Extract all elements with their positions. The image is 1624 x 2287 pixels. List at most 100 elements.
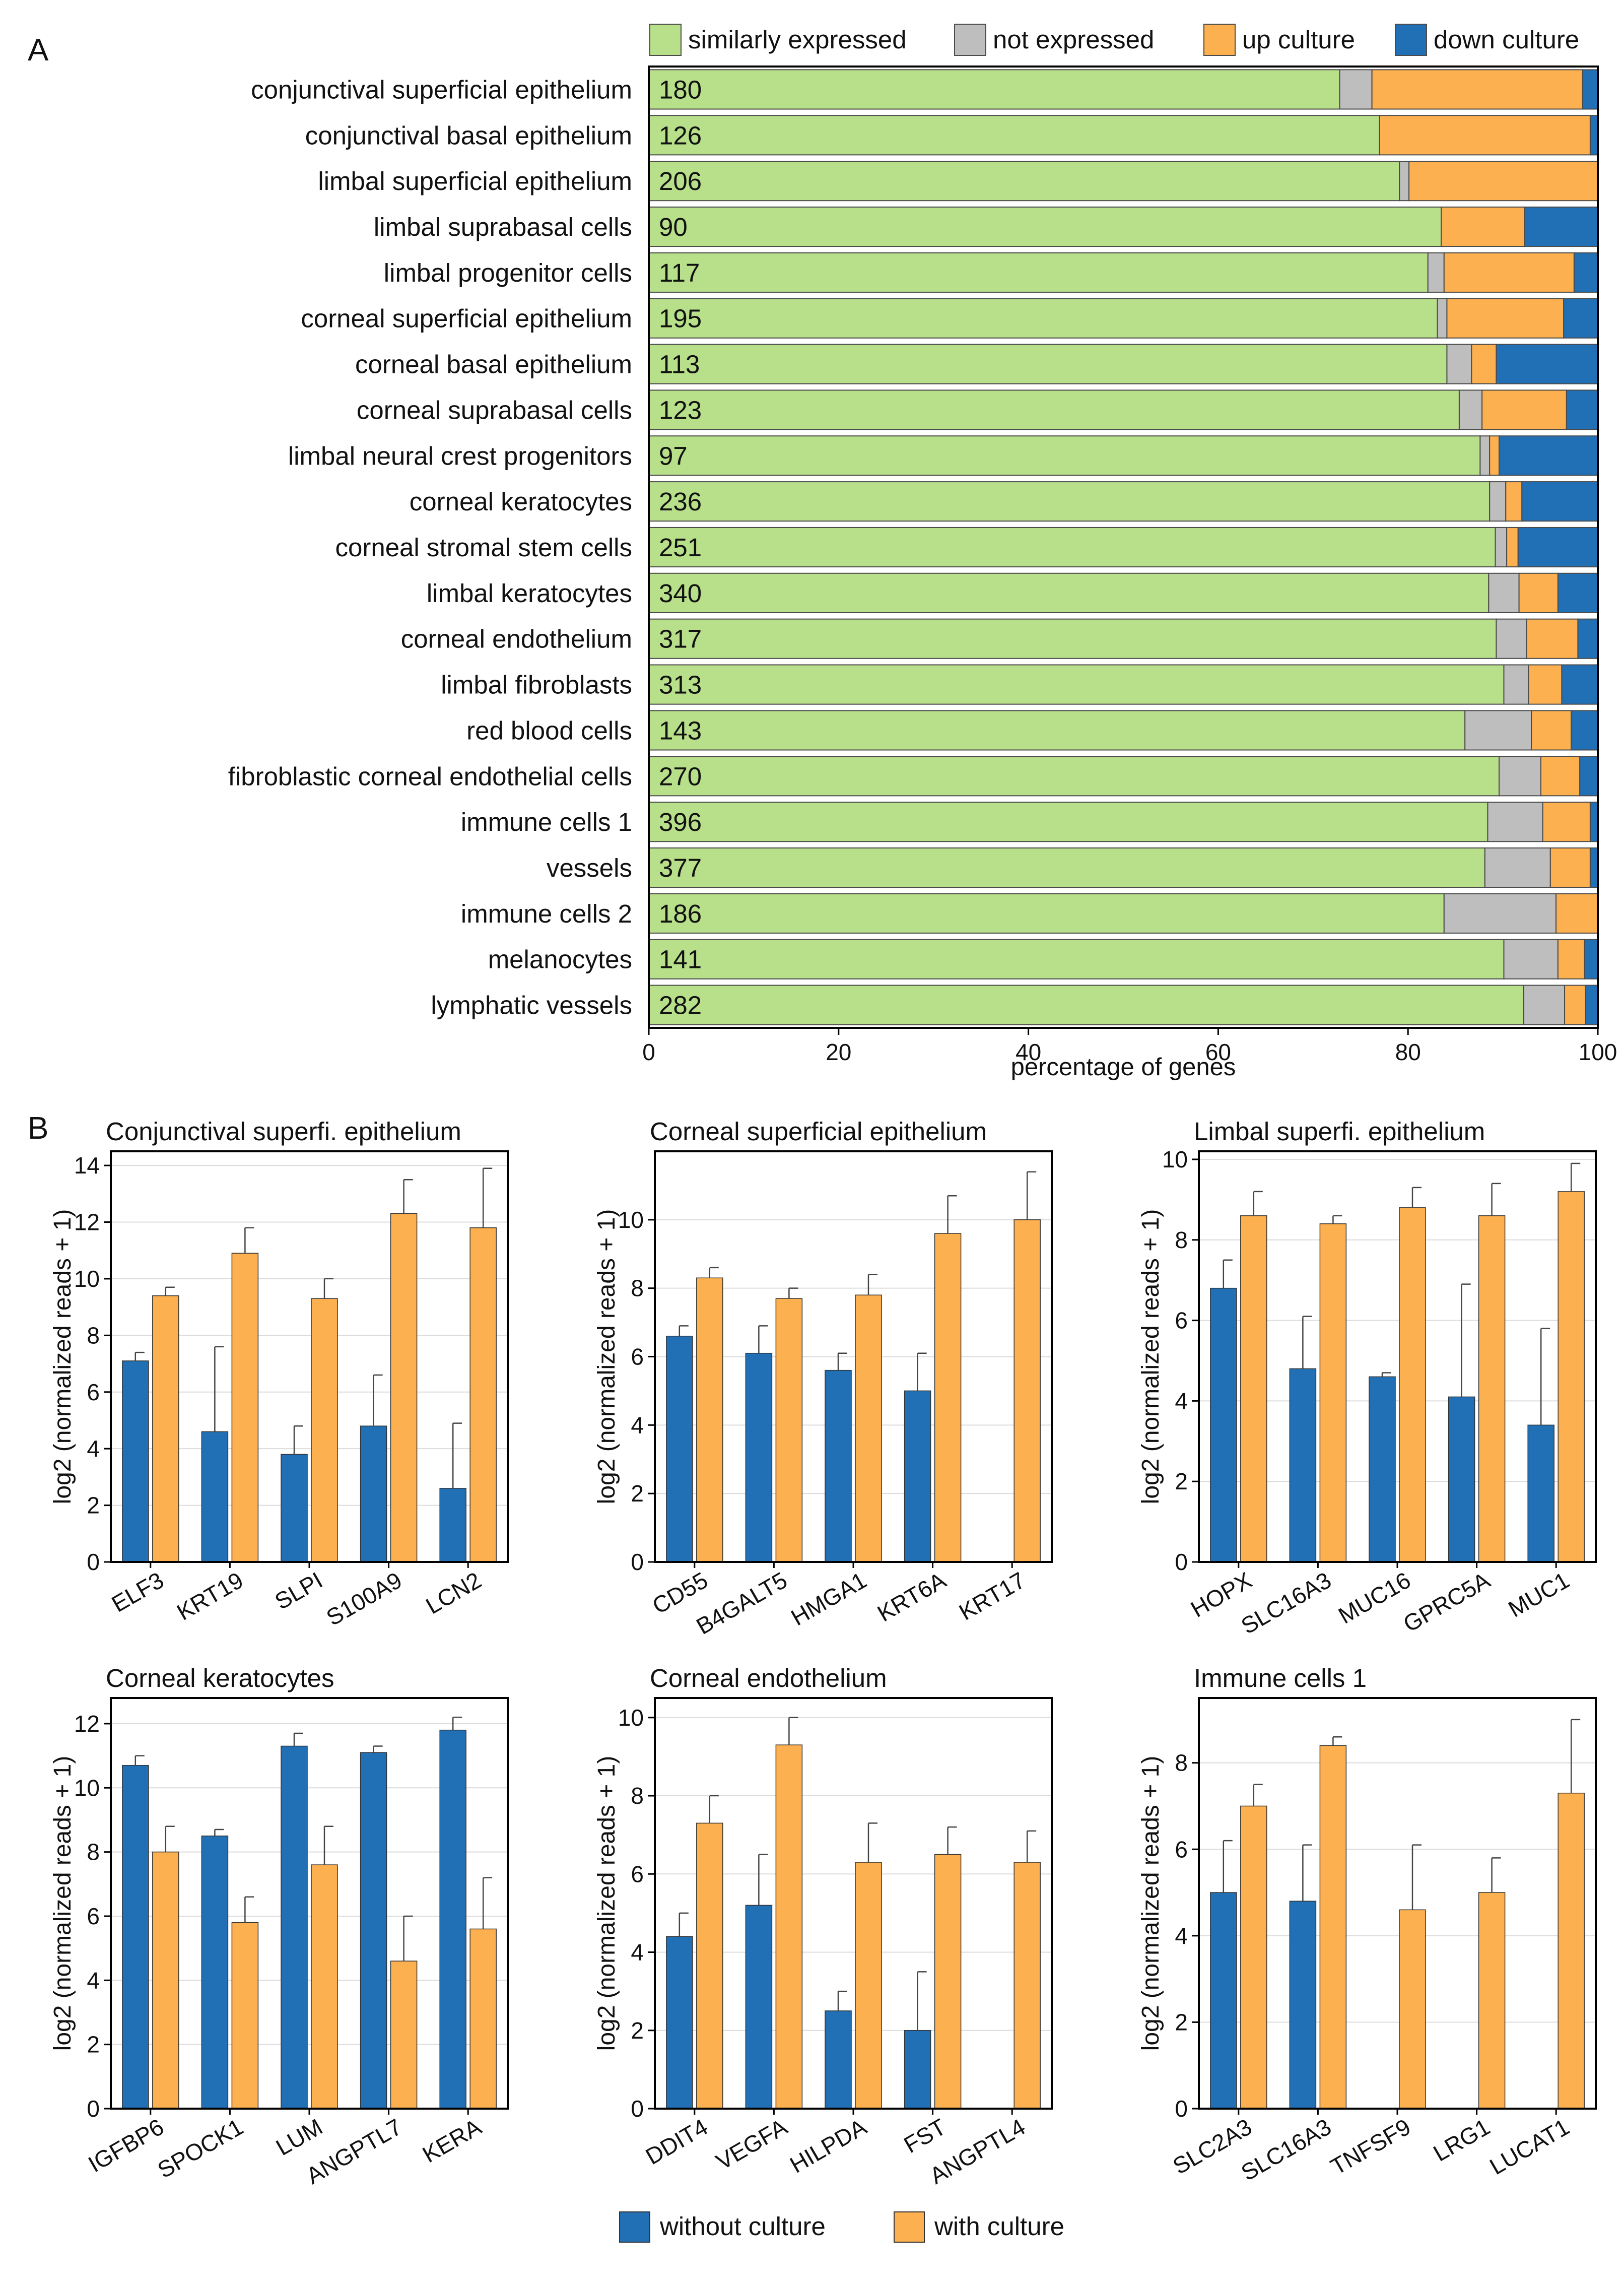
y-tick-label: 4	[87, 1967, 100, 1993]
row-label: corneal basal epithelium	[355, 350, 632, 379]
y-tick-label: 6	[1175, 1308, 1188, 1334]
bar-segment-similar	[648, 389, 1460, 430]
bar-without-culture	[201, 1836, 229, 2109]
x-tick-label: IGFBP6	[84, 2114, 168, 2178]
bar-segment-similar	[648, 298, 1438, 339]
x-tick-label: 0	[642, 1039, 655, 1065]
bar-segment-not-expressed	[1488, 572, 1520, 613]
bar-with-culture	[1319, 1745, 1347, 2109]
bar-with-culture	[855, 1862, 882, 2109]
y-axis-title: log2 (normalized reads + 1)	[593, 1756, 620, 2051]
bar-segment-similar	[648, 206, 1442, 247]
y-tick-label: 0	[1175, 2096, 1188, 2122]
bar-segment-up	[1542, 802, 1591, 842]
y-tick-label: 4	[87, 1435, 100, 1462]
bar-segment-not-expressed	[1443, 893, 1557, 934]
bar-with-culture	[390, 1961, 418, 2109]
bar-segment-similar	[648, 481, 1491, 522]
bar-segment-up	[1371, 69, 1583, 110]
y-tick-label: 4	[1175, 1923, 1188, 1949]
x-tick-label: 80	[1395, 1039, 1421, 1065]
bar-segment-similar	[648, 435, 1481, 476]
chart-title: Corneal superficial epithelium	[650, 1117, 987, 1146]
bar-count-label: 270	[659, 762, 702, 791]
bar-segment-not-expressed	[1339, 69, 1373, 110]
bar-count-label: 113	[659, 350, 700, 379]
bar-segment-not-expressed	[1495, 527, 1508, 568]
row-label: corneal stromal stem cells	[335, 533, 632, 562]
legend-swatch-not-expressed	[954, 24, 986, 56]
x-tick-label: SLPI	[270, 1567, 327, 1615]
chart-title: Corneal keratocytes	[106, 1664, 334, 1692]
y-tick-label: 10	[618, 1207, 644, 1233]
bar-segment-similar	[648, 664, 1505, 705]
y-axis-title: log2 (normalized reads + 1)	[593, 1209, 620, 1505]
bar-segment-up	[1408, 161, 1598, 202]
row-label: limbal suprabasal cells	[374, 213, 632, 241]
y-tick-label: 0	[87, 2096, 100, 2122]
bar-without-culture	[825, 1369, 852, 1562]
bar-segment-similar	[648, 893, 1445, 934]
axes-frame	[654, 1150, 1053, 1563]
row-label: lymphatic vessels	[431, 991, 632, 1020]
bar-without-culture	[1210, 1892, 1237, 2109]
legend-label: down culture	[1434, 25, 1579, 54]
bar-with-culture	[1399, 1207, 1426, 1562]
legend-swatch-with-culture	[894, 2211, 925, 2243]
bar-segment-similar	[648, 985, 1525, 1025]
bar-segment-not-expressed	[1503, 939, 1559, 979]
bar-segment-down	[1521, 481, 1599, 522]
y-tick-label: 4	[631, 1412, 644, 1438]
x-tick-label: MUC1	[1504, 1567, 1574, 1622]
row-label: red blood cells	[466, 716, 632, 745]
bar-segment-similar	[648, 572, 1490, 613]
bar-segment-down	[1524, 206, 1598, 247]
row-label: limbal superficial epithelium	[318, 167, 632, 195]
y-tick-label: 8	[1175, 1227, 1188, 1253]
bar-segment-up	[1443, 252, 1575, 293]
x-tick-label: SPOCK1	[153, 2114, 248, 2183]
bar-segment-similar	[648, 344, 1448, 384]
row-label: limbal neural crest progenitors	[288, 441, 632, 470]
y-tick-label: 4	[1175, 1388, 1188, 1414]
axes-frame	[654, 1697, 1053, 2110]
row-label: corneal superficial epithelium	[301, 304, 632, 333]
bar-segment-up	[1528, 664, 1563, 705]
y-tick-label: 14	[74, 1152, 100, 1179]
bar-segment-not-expressed	[1489, 481, 1507, 522]
bar-segment-similar	[648, 252, 1429, 293]
bar-segment-down	[1499, 435, 1598, 476]
x-tick-label: LUM	[272, 2114, 327, 2161]
bar-without-culture	[666, 1936, 693, 2109]
y-tick-label: 6	[631, 1344, 644, 1370]
bar-with-culture	[1558, 1191, 1585, 1562]
x-tick-label: GPRC5A	[1399, 1566, 1495, 1637]
chart-title: Limbal superfi. epithelium	[1194, 1117, 1485, 1146]
bar-with-culture	[775, 1744, 803, 2109]
axes-frame	[1198, 1697, 1597, 2110]
bar-with-culture	[1240, 1215, 1267, 1562]
bar-without-culture	[1527, 1424, 1554, 1562]
row-label: limbal keratocytes	[427, 579, 632, 608]
bar-segment-not-expressed	[1503, 664, 1529, 705]
y-tick-label: 12	[74, 1209, 100, 1235]
bar-segment-not-expressed	[1487, 802, 1543, 842]
bar-without-culture	[825, 2010, 852, 2109]
y-tick-label: 8	[87, 1839, 100, 1865]
row-label: immune cells 1	[461, 808, 632, 836]
bar-without-culture	[360, 1752, 387, 2109]
bar-with-culture	[1319, 1223, 1347, 1562]
bar-segment-down	[1577, 618, 1599, 659]
legend-label: without culture	[659, 2212, 826, 2241]
bar-segment-up	[1481, 389, 1567, 430]
y-tick-label: 2	[1175, 2009, 1188, 2035]
legend-label: with culture	[934, 2212, 1064, 2241]
bar-count-label: 377	[659, 854, 702, 882]
bar-with-culture	[231, 1922, 259, 2109]
y-tick-label: 8	[1175, 1750, 1188, 1776]
bar-segment-down	[1589, 802, 1598, 842]
bar-without-culture	[1448, 1396, 1475, 1562]
bar-with-culture	[1558, 1792, 1585, 2109]
